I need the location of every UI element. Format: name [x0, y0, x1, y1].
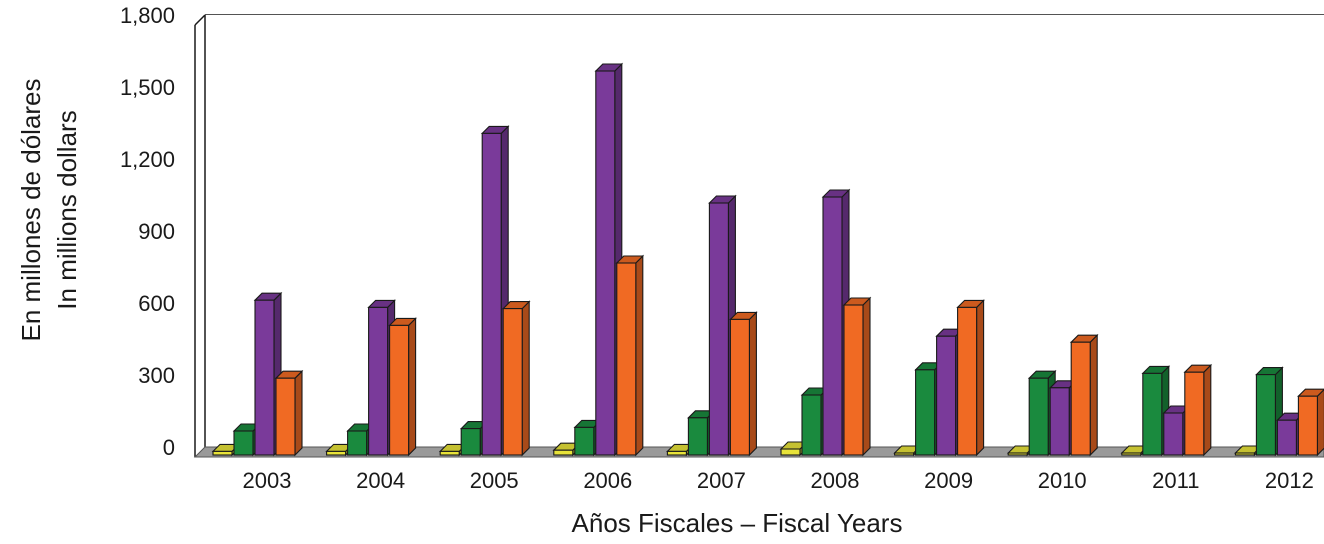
x-tick-label: 2011 — [1152, 468, 1199, 493]
bar-side-face — [521, 300, 530, 457]
x-tick-label: 2009 — [924, 468, 973, 493]
y-tick-label: 300 — [138, 363, 175, 388]
bar-front-face — [553, 449, 574, 456]
y-tick-label: 1,800 — [120, 3, 175, 28]
y-axis-title-line-2: In millions dollars — [52, 110, 82, 309]
bar-front-face — [1163, 412, 1184, 456]
x-tick-label: 2004 — [356, 468, 405, 493]
y-tick-label: 0 — [163, 435, 175, 460]
bar-front-face — [915, 369, 936, 456]
bar-side-face — [408, 317, 417, 457]
bar-front-face — [1234, 452, 1255, 456]
bar-front-face — [1276, 419, 1297, 456]
x-tick-label: 2006 — [583, 468, 632, 493]
bar — [274, 369, 304, 457]
bar-front-face — [233, 430, 254, 456]
x-axis-title: Años Fiscales – Fiscal Years — [572, 508, 903, 538]
x-tick-label: 2008 — [811, 468, 860, 493]
wall-top-edge — [194, 14, 206, 26]
bar — [253, 291, 283, 457]
bars — [211, 62, 1324, 457]
x-tick-label: 2005 — [470, 468, 519, 493]
bar-front-face — [936, 335, 957, 456]
bar-side-face — [862, 296, 871, 457]
bar-front-face — [1184, 371, 1205, 456]
bar-front-face — [1297, 395, 1318, 456]
bar-front-face — [1049, 387, 1070, 456]
bar — [501, 300, 531, 457]
bar-front-face — [502, 308, 523, 456]
bar-front-face — [212, 450, 233, 456]
bar-front-face — [595, 70, 616, 456]
x-tick-label: 2012 — [1265, 468, 1314, 493]
bar-side-face — [1316, 388, 1324, 457]
bar-side-face — [976, 299, 985, 457]
bar-front-face — [389, 324, 410, 456]
bar-front-face — [1255, 374, 1276, 456]
x-tick-label: 2003 — [243, 468, 292, 493]
bar-front-face — [347, 430, 368, 456]
bar-front-face — [957, 306, 978, 456]
x-axis-tick-labels: 2003 2004 2005 2006 2007 2008 2009 2010 2011 2012 — [243, 468, 1314, 493]
bar-side-face — [748, 311, 757, 457]
bar-front-face — [254, 299, 275, 456]
bar-front-face — [326, 450, 347, 456]
y-axis-tick-labels: 0 300 600 900 1,200 1,500 1,800 — [120, 3, 175, 460]
bar — [459, 420, 489, 457]
bar-side-face — [294, 369, 303, 457]
bar-front-face — [275, 377, 296, 456]
bar-front-face — [801, 394, 822, 456]
y-tick-label: 600 — [138, 291, 175, 316]
bar-front-face — [822, 196, 843, 456]
bar-front-face — [708, 202, 729, 456]
y-tick-label: 1,500 — [120, 75, 175, 100]
bar-front-face — [666, 450, 687, 456]
bar — [1183, 363, 1213, 457]
bar-front-face — [1007, 452, 1028, 456]
bar-front-face — [1121, 452, 1142, 456]
bar-front-face — [616, 262, 637, 456]
bar — [1069, 333, 1099, 457]
bar — [615, 254, 645, 457]
bar-front-face — [439, 450, 460, 456]
x-tick-label: 2010 — [1038, 468, 1087, 493]
y-tick-label: 900 — [138, 219, 175, 244]
bar-front-face — [780, 448, 801, 456]
bar — [956, 299, 985, 457]
bar-front-face — [1142, 372, 1163, 456]
bar — [388, 317, 417, 457]
bar-side-face — [1203, 363, 1212, 457]
x-tick-label: 2007 — [697, 468, 746, 493]
bar — [729, 311, 758, 457]
bar-side-face — [635, 254, 644, 457]
bar — [842, 296, 872, 457]
bar-front-face — [368, 306, 389, 456]
bar-front-face — [843, 304, 864, 456]
y-axis-title-line-1: En millones de dólares — [16, 78, 46, 341]
bar-front-face — [1070, 341, 1091, 456]
bar-side-face — [1089, 333, 1098, 457]
bar-front-face — [687, 417, 708, 456]
bar-front-face — [574, 426, 595, 456]
bar-front-face — [894, 452, 915, 456]
bar-front-face — [729, 318, 750, 456]
bar-front-face — [460, 428, 481, 456]
bar — [1297, 388, 1324, 457]
bar-front-face — [1028, 377, 1049, 456]
y-tick-label: 1,200 — [120, 147, 175, 172]
bar-front-face — [481, 132, 502, 456]
